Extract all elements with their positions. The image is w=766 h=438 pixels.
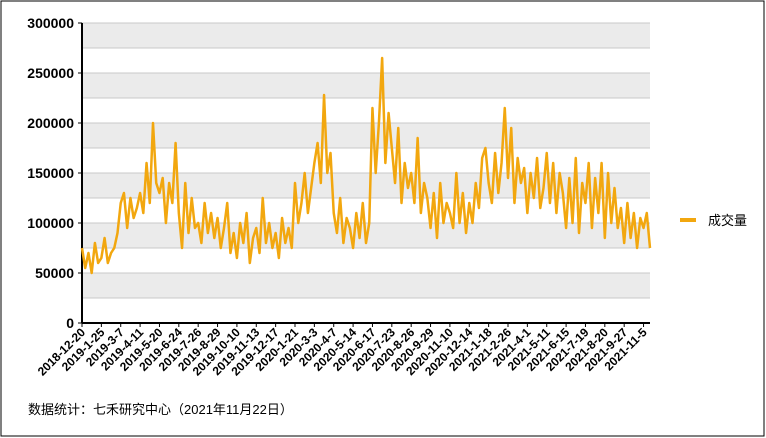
source-note: 数据统计：七禾研究中心（2021年11月22日）: [28, 402, 293, 417]
grid-band: [82, 273, 650, 298]
y-tick-label: 250000: [27, 65, 74, 81]
series-line: [80, 56, 652, 275]
grid-band: [82, 73, 650, 98]
legend-label: 成交量: [708, 213, 747, 228]
y-tick-label: 300000: [27, 15, 74, 31]
grid-band: [82, 23, 650, 48]
y-tick-label: 200000: [27, 115, 74, 131]
grid-band: [82, 123, 650, 148]
y-tick-label: 0: [66, 315, 74, 331]
y-tick-label: 100000: [27, 215, 74, 231]
y-tick-label: 150000: [27, 165, 74, 181]
y-tick-label: 50000: [35, 265, 74, 281]
